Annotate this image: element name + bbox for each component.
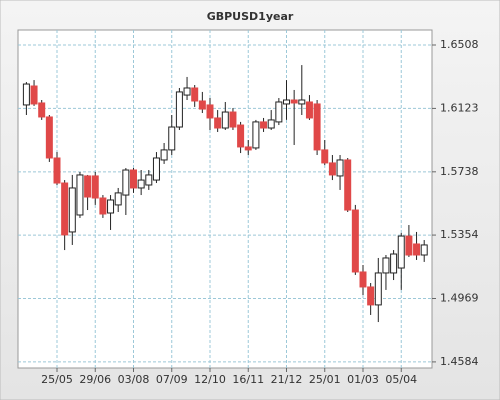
x-tick-label: 07/09 [156, 373, 188, 386]
candle-body [168, 126, 176, 151]
candle-body [76, 174, 84, 216]
candle-body [283, 99, 290, 105]
candle-body [390, 253, 398, 274]
x-tick-label: 03/08 [118, 373, 150, 386]
chart-title: GBPUSD1year [207, 10, 294, 23]
candle-body [237, 124, 245, 148]
candle-body [221, 111, 229, 129]
candle-body [420, 244, 428, 256]
x-tick-label: 29/06 [79, 373, 111, 386]
y-tick-label: 1.4969 [440, 291, 479, 304]
candle-body [275, 101, 283, 123]
candle-body [344, 159, 352, 211]
candle-body [298, 99, 306, 105]
x-tick-label: 25/01 [309, 373, 341, 386]
y-tick-label: 1.6123 [440, 101, 479, 114]
candle-body [397, 235, 405, 269]
candle-body [38, 102, 46, 118]
candle-body [84, 175, 92, 198]
candle-body [30, 85, 38, 105]
candle-body [413, 243, 421, 256]
candle-body [382, 257, 390, 274]
y-tick-label: 1.6508 [440, 38, 479, 51]
candle-body [107, 199, 115, 214]
candle-body [122, 169, 130, 196]
candle-body [305, 101, 313, 119]
candle-body [405, 235, 413, 256]
candle-body [160, 149, 168, 161]
candle-body [229, 111, 237, 128]
candle-body [130, 169, 137, 189]
candle-body [175, 91, 183, 128]
candle-body [260, 121, 268, 129]
x-tick-label: 01/03 [347, 373, 379, 386]
candle-body [45, 116, 53, 159]
candle-body [22, 83, 30, 106]
candle-body [267, 119, 275, 129]
candle-body [336, 159, 344, 177]
candle-body [145, 174, 153, 186]
candle-body [206, 104, 214, 119]
candle-body [351, 209, 359, 273]
x-tick-label: 05/04 [385, 373, 417, 386]
candle-body [313, 103, 321, 151]
candle-body [53, 157, 61, 184]
x-tick-label: 21/12 [271, 373, 303, 386]
candle-body [152, 157, 160, 181]
y-tick-label: 1.5354 [440, 228, 479, 241]
candle-body [61, 182, 69, 236]
candle-body [183, 87, 191, 96]
candle-body [191, 87, 199, 102]
candle-body [328, 162, 336, 176]
candle-body [91, 175, 99, 199]
y-tick-label: 1.5738 [440, 165, 479, 178]
candle-body [367, 286, 375, 306]
candle-body [321, 149, 329, 164]
x-tick-label: 25/05 [41, 373, 73, 386]
candle-body [214, 117, 222, 129]
candle-body [99, 197, 107, 215]
x-tick-label: 12/10 [194, 373, 226, 386]
candle-body [198, 100, 206, 110]
candle-body [252, 121, 260, 149]
candle-body [68, 187, 76, 233]
candle-body [114, 192, 122, 206]
x-tick-label: 16/11 [232, 373, 264, 386]
candle-body [374, 272, 382, 306]
y-tick-label: 1.4584 [440, 355, 479, 368]
candle-body [359, 271, 367, 288]
candle-body [290, 99, 298, 104]
candle-body [244, 146, 252, 151]
candle-body [137, 179, 145, 189]
